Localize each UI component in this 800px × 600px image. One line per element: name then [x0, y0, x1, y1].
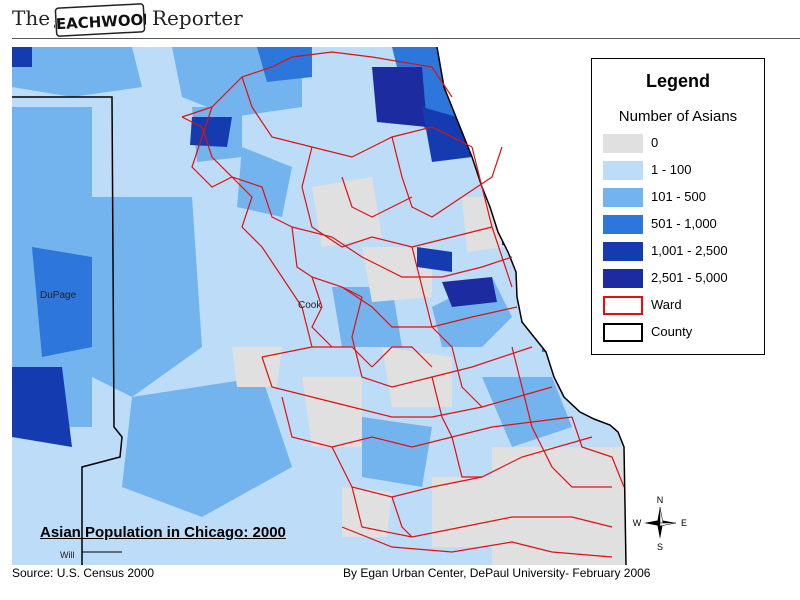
legend-swatch	[603, 269, 643, 288]
legend-label: 2,501 - 5,000	[651, 270, 728, 285]
map	[12, 47, 800, 565]
legend-swatch	[603, 242, 643, 261]
ward-boundaries	[181, 51, 625, 558]
county-label-dupage: DuPage	[40, 290, 77, 301]
legend-label: Ward	[651, 297, 682, 312]
county-boundary-dupage	[12, 96, 123, 565]
compass-w: W	[633, 518, 642, 528]
legend-item: 0	[603, 134, 763, 155]
legend-title: Legend	[645, 71, 710, 91]
legend-item: 1 - 100	[603, 161, 763, 182]
county-label-will: Will	[60, 550, 75, 560]
compass-s: S	[657, 542, 663, 552]
legend-label: 1,001 - 2,500	[651, 243, 728, 258]
beachwood-logo: BEACHWOOD	[54, 3, 146, 37]
legend-item: 501 - 1,000	[603, 215, 763, 236]
shoreline	[436, 47, 627, 565]
legend-label: 501 - 1,000	[651, 216, 717, 231]
credit-note: By Egan Urban Center, DePaul University-…	[343, 566, 651, 580]
compass-rose-icon: N S W E	[633, 495, 687, 552]
legend-item: 1,001 - 2,500	[603, 242, 763, 263]
map-canvas	[12, 47, 800, 565]
legend-label: County	[651, 324, 693, 339]
legend-label: 0	[651, 135, 659, 150]
legend-item: County	[603, 323, 763, 344]
map-legend: Legend Number of Asians 0 1 - 100 101 - 50…	[591, 58, 765, 355]
legend-label: 1 - 100	[651, 162, 692, 177]
brand-reporter: Reporter	[152, 6, 243, 30]
legend-subtitle: Number of Asians	[618, 108, 738, 125]
header-divider	[12, 38, 800, 39]
site-header: The BEACHWOOD Reporter	[0, 0, 800, 40]
legend-swatch	[603, 188, 643, 207]
compass-e: E	[681, 518, 687, 528]
legend-swatch	[603, 134, 643, 153]
county-label-cook: Cook	[298, 300, 322, 311]
svg-text:BEACHWOOD: BEACHWOOD	[54, 10, 146, 34]
legend-item: Ward	[603, 296, 763, 317]
legend-swatch	[603, 161, 643, 180]
legend-swatch	[603, 296, 643, 315]
legend-item: 101 - 500	[603, 188, 763, 209]
legend-swatch	[603, 323, 643, 342]
legend-swatch	[603, 215, 643, 234]
legend-item: 2,501 - 5,000	[603, 269, 763, 290]
legend-label: 101 - 500	[651, 189, 706, 204]
compass-n: N	[657, 495, 664, 505]
brand-the: The	[12, 6, 51, 30]
source-note: Source: U.S. Census 2000	[12, 566, 155, 580]
map-title: Asian Population in Chicago: 2000	[40, 524, 286, 541]
